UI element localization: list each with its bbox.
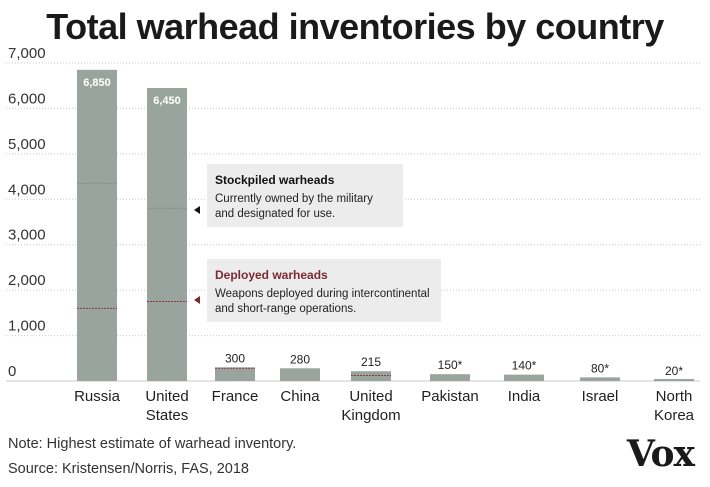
y-tick-label: 5,000	[8, 136, 46, 153]
stockpiled-annotation: Stockpiled warheads Currently owned by t…	[207, 164, 403, 227]
data-label: 215	[361, 355, 381, 369]
y-tick-label: 3,000	[8, 227, 46, 244]
x-category-label: North Korea	[654, 388, 695, 424]
bar-france	[215, 367, 255, 381]
stockpiled-heading: Stockpiled warheads	[215, 173, 335, 187]
bar-china	[280, 368, 320, 381]
y-tick-label: 7,000	[8, 45, 46, 62]
deployed-heading: Deployed warheads	[215, 268, 328, 282]
data-labels: 6,850 6,450 300 280 215 150* 140* 80* 20*	[83, 77, 683, 378]
data-label: 6,850	[83, 77, 111, 89]
y-tick-label: 4,000	[8, 181, 46, 198]
x-axis-categories: Russia United States France China United Kingd…	[74, 388, 695, 424]
x-category-label: United States	[145, 388, 188, 424]
bar-russia	[77, 69, 117, 382]
x-category-label: Pakistan	[421, 388, 479, 405]
deployed-desc-line2: and short-range operations.	[215, 303, 357, 315]
data-label: 300	[225, 351, 245, 365]
y-tick-label: 0	[8, 363, 16, 380]
data-label: 80*	[591, 361, 609, 375]
x-category-label: China	[280, 388, 320, 405]
chart-title: Total warhead inventories by country	[46, 6, 664, 47]
data-label: 280	[290, 352, 310, 366]
chart-note: Note: Highest estimate of warhead invent…	[8, 436, 297, 452]
data-label: 140*	[512, 359, 537, 373]
x-category-label: Israel	[582, 388, 619, 405]
bar-chart: 0 1,000 2,000 3,000 4,000 5,000 6,000 7,000 6,8…	[6, 45, 700, 424]
bars	[77, 69, 694, 382]
deployed-desc-line1: Weapons deployed during intercontinental	[215, 288, 430, 300]
bar-pakistan	[430, 374, 470, 381]
deployed-pointer-icon	[194, 296, 200, 304]
bar-israel	[580, 377, 620, 381]
data-label: 6,450	[153, 95, 181, 107]
y-axis-ticks: 0 1,000 2,000 3,000 4,000 5,000 6,000 7,000	[8, 45, 46, 380]
bar-india	[504, 374, 544, 381]
bar-united-kingdom	[351, 371, 391, 381]
x-category-label: India	[508, 388, 541, 405]
bar-united-states	[147, 87, 187, 381]
x-category-label: United Kingdom	[341, 388, 400, 424]
stockpiled-pointer-icon	[194, 206, 200, 214]
y-tick-label: 2,000	[8, 272, 46, 289]
stockpiled-desc-line2: and designated for use.	[215, 208, 336, 220]
data-label: 20*	[665, 364, 683, 378]
y-tick-label: 1,000	[8, 318, 46, 335]
y-tick-label: 6,000	[8, 90, 46, 107]
bar-north-korea	[654, 379, 694, 381]
data-label: 150*	[438, 358, 463, 372]
x-category-label: France	[212, 388, 259, 405]
x-category-label: Russia	[74, 388, 121, 405]
deployed-annotation: Deployed warheads Weapons deployed durin…	[207, 259, 441, 322]
chart-source: Source: Kristensen/Norris, FAS, 2018	[8, 461, 249, 477]
vox-logo: Vox	[626, 433, 695, 475]
stockpiled-desc-line1: Currently owned by the military	[215, 193, 373, 205]
